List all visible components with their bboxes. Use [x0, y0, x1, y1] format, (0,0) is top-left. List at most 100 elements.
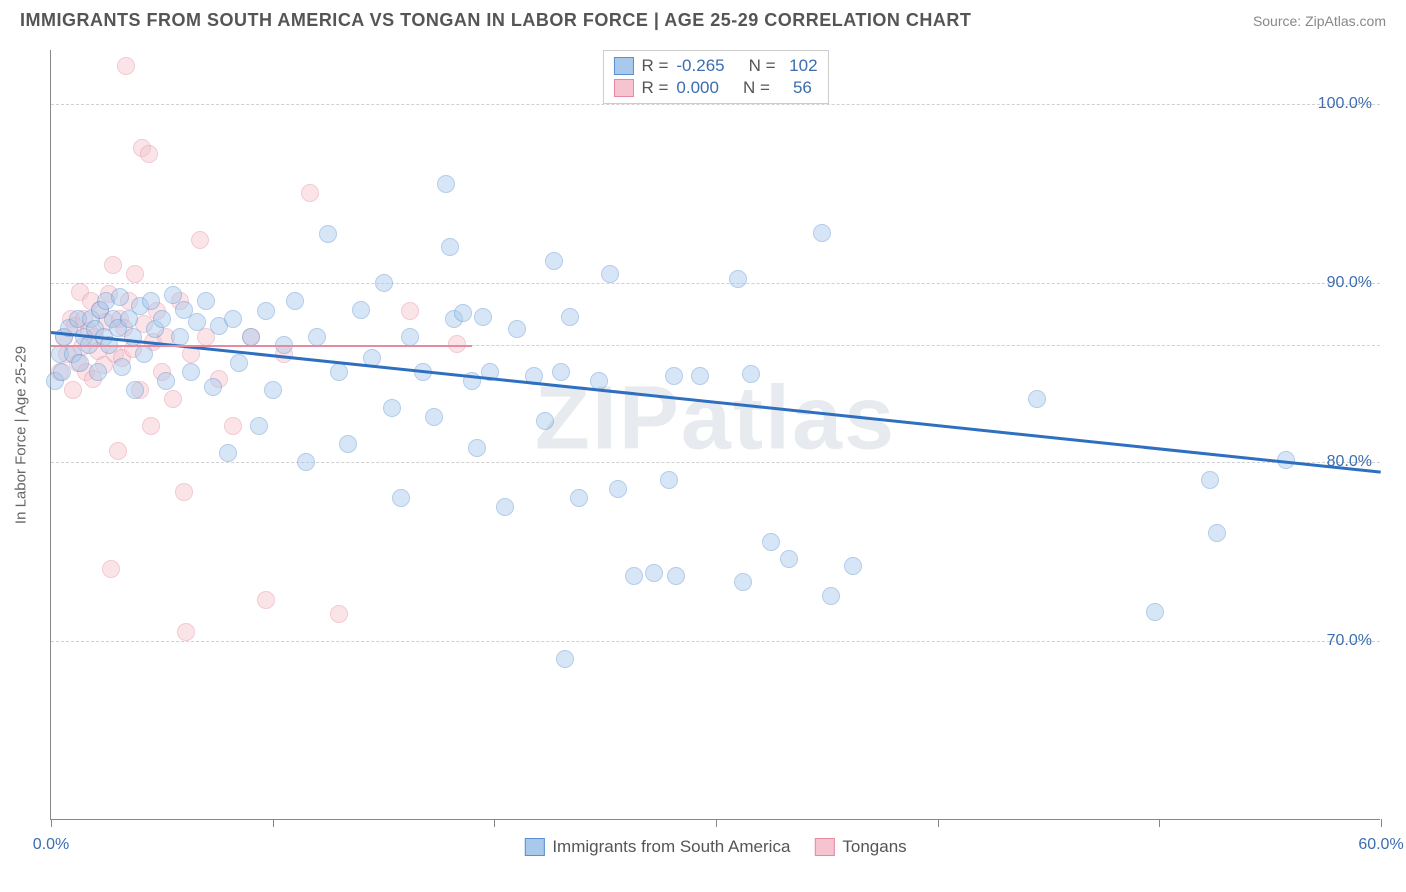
data-point	[556, 650, 574, 668]
data-point	[264, 381, 282, 399]
data-point	[496, 498, 514, 516]
data-point	[441, 238, 459, 256]
data-point	[609, 480, 627, 498]
legend-stat-row: R = -0.265 N = 102	[613, 55, 817, 77]
trend-line	[51, 331, 1381, 474]
data-point	[117, 57, 135, 75]
data-point	[197, 292, 215, 310]
r-label: R =	[641, 78, 668, 98]
x-tick	[938, 819, 939, 827]
data-point	[224, 310, 242, 328]
data-point	[454, 304, 472, 322]
chart-source: Source: ZipAtlas.com	[1253, 13, 1386, 29]
legend-label: Immigrants from South America	[552, 837, 790, 857]
data-point	[822, 587, 840, 605]
trend-line	[51, 345, 472, 347]
data-point	[762, 533, 780, 551]
data-point	[142, 292, 160, 310]
data-point	[204, 378, 222, 396]
data-point	[383, 399, 401, 417]
n-value: 56	[778, 78, 812, 98]
data-point	[111, 288, 129, 306]
n-label: N =	[749, 56, 776, 76]
scatter-chart: In Labor Force | Age 25-29 ZIPatlas R =-…	[50, 50, 1380, 820]
data-point	[257, 302, 275, 320]
data-point	[660, 471, 678, 489]
legend-swatch	[524, 838, 544, 856]
data-point	[545, 252, 563, 270]
data-point	[729, 270, 747, 288]
data-point	[286, 292, 304, 310]
data-point	[126, 381, 144, 399]
legend-swatch	[613, 79, 633, 97]
data-point	[691, 367, 709, 385]
data-point	[330, 363, 348, 381]
data-point	[392, 489, 410, 507]
y-axis-label: In Labor Force | Age 25-29	[13, 345, 30, 523]
data-point	[308, 328, 326, 346]
chart-title: IMMIGRANTS FROM SOUTH AMERICA VS TONGAN …	[20, 10, 971, 31]
legend-series: Immigrants from South America Tongans	[524, 837, 906, 857]
data-point	[109, 442, 127, 460]
x-tick-label: 60.0%	[1358, 836, 1403, 854]
data-point	[330, 605, 348, 623]
data-point	[742, 365, 760, 383]
data-point	[188, 313, 206, 331]
data-point	[552, 363, 570, 381]
gridline	[51, 283, 1380, 284]
legend-stat-row: R =0.000N =56	[613, 77, 817, 99]
legend-swatch	[814, 838, 834, 856]
data-point	[1201, 471, 1219, 489]
legend-stats: R = -0.265 N = 102R = 0.000 N =56	[602, 50, 828, 104]
x-tick	[51, 819, 52, 827]
data-point	[135, 345, 153, 363]
x-tick	[494, 819, 495, 827]
n-value: 102	[784, 56, 818, 76]
r-label: R =	[641, 56, 668, 76]
data-point	[667, 567, 685, 585]
data-point	[191, 231, 209, 249]
data-point	[1146, 603, 1164, 621]
data-point	[297, 453, 315, 471]
data-point	[140, 145, 158, 163]
legend-swatch	[613, 57, 633, 75]
legend-item: Immigrants from South America	[524, 837, 790, 857]
data-point	[780, 550, 798, 568]
data-point	[250, 417, 268, 435]
data-point	[182, 363, 200, 381]
data-point	[157, 372, 175, 390]
data-point	[257, 591, 275, 609]
data-point	[153, 310, 171, 328]
chart-header: IMMIGRANTS FROM SOUTH AMERICA VS TONGAN …	[0, 0, 1406, 36]
data-point	[339, 435, 357, 453]
y-tick-label: 100.0%	[1318, 95, 1372, 113]
data-point	[177, 623, 195, 641]
data-point	[508, 320, 526, 338]
x-tick	[716, 819, 717, 827]
gridline	[51, 641, 1380, 642]
data-point	[1028, 390, 1046, 408]
x-tick	[1159, 819, 1160, 827]
data-point	[734, 573, 752, 591]
data-point	[474, 308, 492, 326]
data-point	[401, 328, 419, 346]
x-tick-label: 0.0%	[33, 836, 69, 854]
data-point	[570, 489, 588, 507]
data-point	[224, 417, 242, 435]
data-point	[375, 274, 393, 292]
data-point	[352, 301, 370, 319]
r-value: 0.000	[676, 78, 719, 98]
data-point	[536, 412, 554, 430]
data-point	[230, 354, 248, 372]
data-point	[437, 175, 455, 193]
data-point	[142, 417, 160, 435]
data-point	[1208, 524, 1226, 542]
gridline	[51, 462, 1380, 463]
data-point	[601, 265, 619, 283]
r-value: -0.265	[676, 56, 724, 76]
legend-item: Tongans	[814, 837, 906, 857]
data-point	[71, 354, 89, 372]
data-point	[665, 367, 683, 385]
data-point	[104, 256, 122, 274]
data-point	[401, 302, 419, 320]
